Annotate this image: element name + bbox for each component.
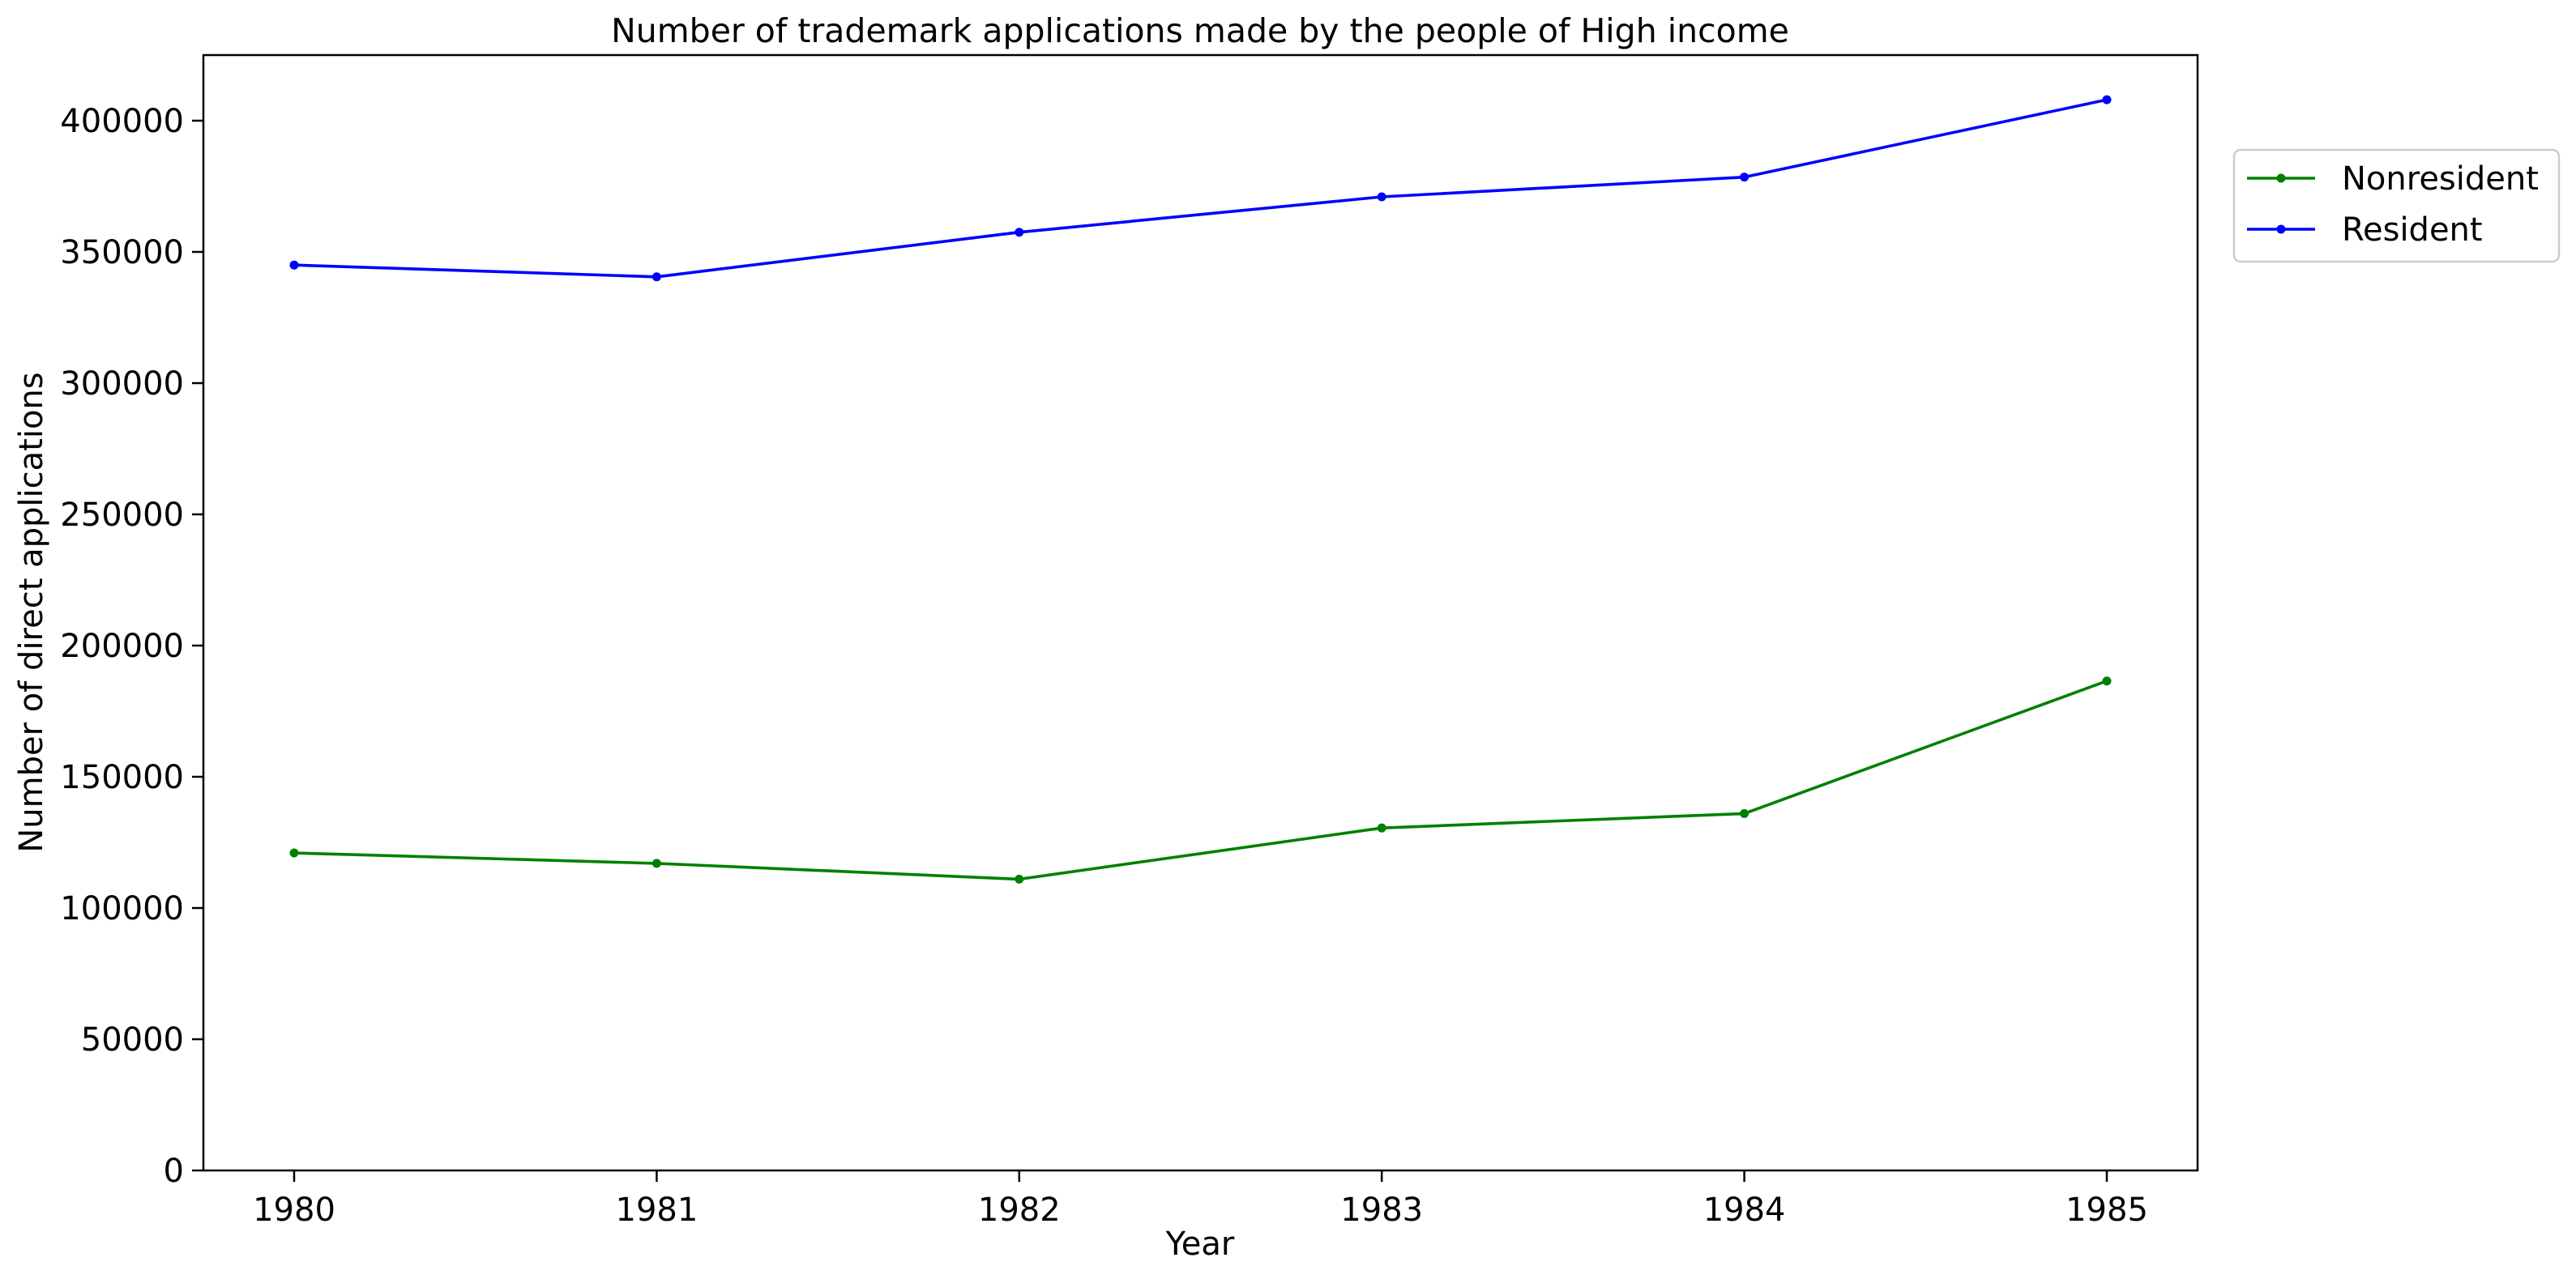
y-tick-label: 200000 [60,628,184,665]
chart-title: Number of trademark applications made by… [611,11,1789,50]
data-point-resident [2102,95,2112,104]
legend-frame [2232,148,2561,263]
data-point-resident [1377,192,1386,202]
data-point-resident [651,272,661,282]
x-tick-label: 1981 [616,1192,698,1229]
y-tick-label: 400000 [60,103,184,140]
legend-marker [2276,224,2286,234]
y-tick-label: 250000 [60,497,184,534]
legend-item-resident: Resident [2247,211,2483,249]
data-point-nonresident [1015,874,1024,884]
legend-marker [2276,173,2286,183]
y-tick-label: 350000 [60,234,184,271]
x-tick-label: 1983 [1340,1192,1423,1229]
data-point-resident [1015,228,1024,237]
data-point-resident [289,260,299,270]
legend-label: Resident [2342,211,2483,249]
y-tick-label: 100000 [60,890,184,927]
plot-area-frame [202,53,2199,1172]
series-line-resident [293,98,2108,279]
data-point-nonresident [1740,808,1749,818]
y-tick-label: 300000 [60,365,184,403]
data-point-nonresident [651,859,661,868]
data-point-nonresident [289,848,299,858]
data-point-nonresident [2102,676,2112,686]
series-resident [289,95,2112,282]
legend-label: Nonresident [2342,160,2539,198]
x-axis: 1980 1981 1982 1983 1984 1985 [253,1170,2148,1229]
x-tick-label: 1985 [2065,1192,2148,1229]
data-point-nonresident [1377,823,1386,833]
x-tick-label: 1980 [253,1192,335,1229]
x-tick-label: 1984 [1703,1192,1786,1229]
x-axis-title: Year [1165,1226,1235,1263]
y-tick-label: 50000 [81,1021,184,1059]
legend-item-nonresident: Nonresident [2247,160,2539,198]
legend: Nonresident Resident [2232,148,2561,263]
y-axis: 0 50000 100000 150000 200000 250000 300000 3500… [60,103,203,1190]
y-tick-label: 150000 [60,759,184,796]
series-line-nonresident [293,680,2108,881]
data-point-resident [1740,173,1749,182]
y-axis-title: Number of direct applications [13,372,50,852]
series-layer [289,95,2112,884]
y-tick-label: 0 [164,1153,184,1190]
series-nonresident [289,676,2112,884]
x-tick-label: 1982 [978,1192,1061,1229]
